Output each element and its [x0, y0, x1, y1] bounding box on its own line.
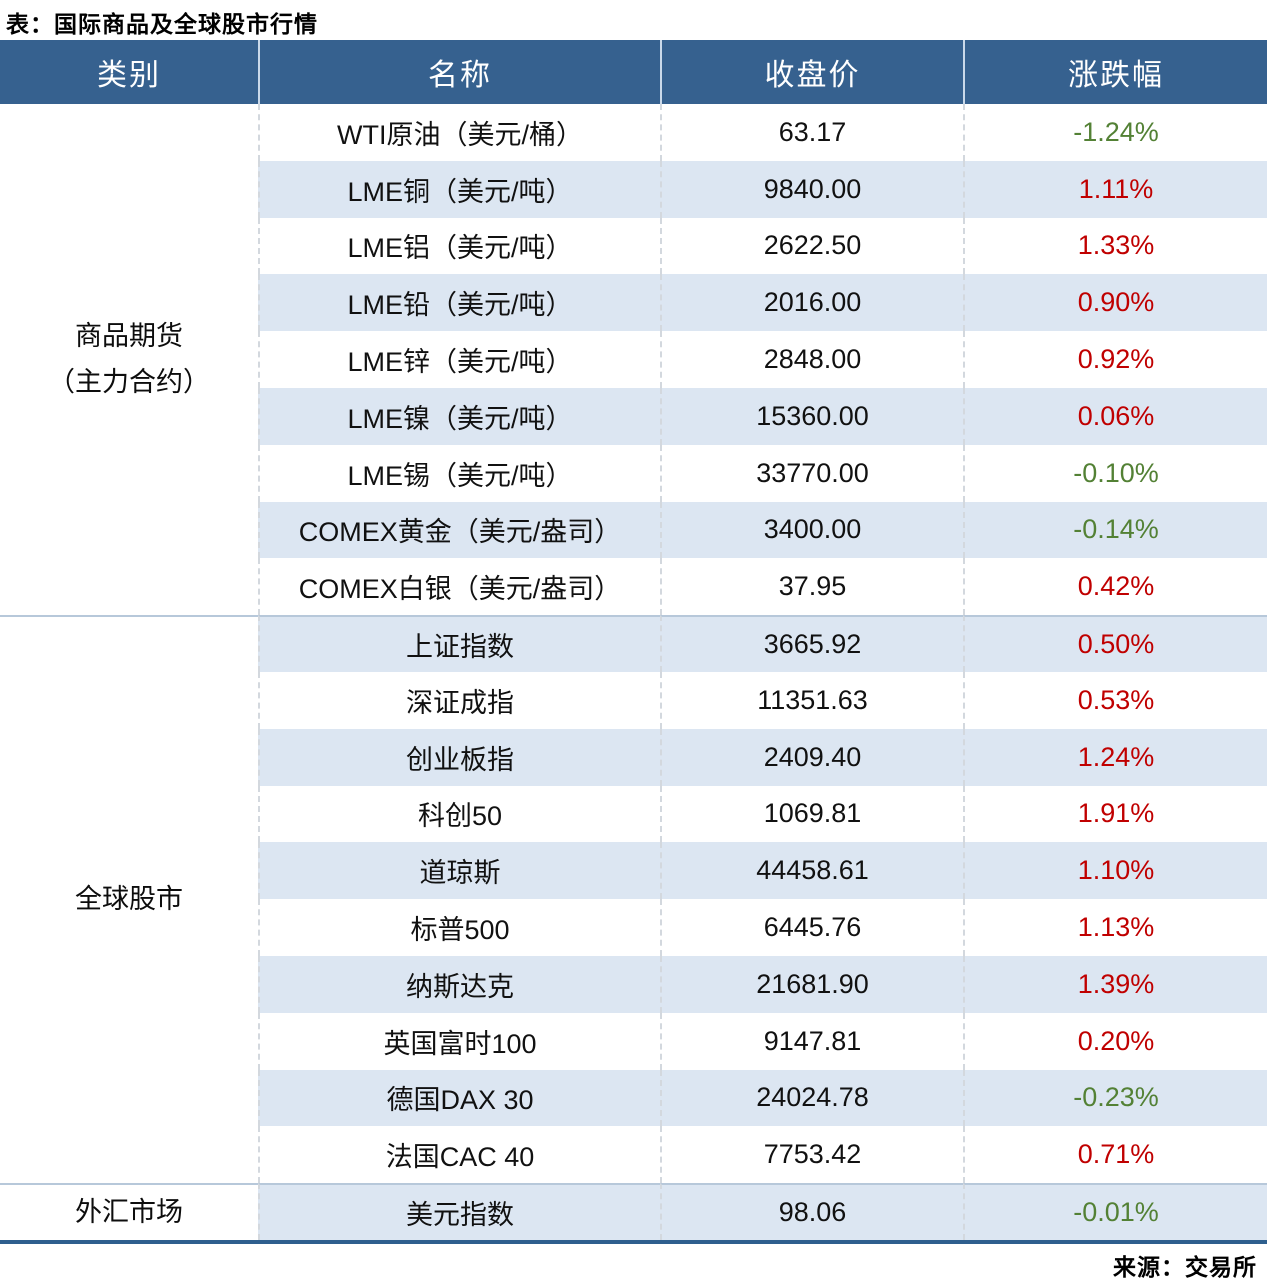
cell-name: LME锌（美元/吨）: [258, 331, 660, 388]
cell-change: 0.06%: [963, 387, 1267, 445]
cell-name: LME铅（美元/吨）: [258, 274, 660, 332]
cell-change: -0.23%: [963, 1069, 1267, 1127]
category-line: 外汇市场: [75, 1196, 183, 1227]
cell-name: 上证指数: [258, 615, 660, 672]
cell-name: COMEX白银（美元/盎司）: [258, 558, 660, 616]
cell-close: 21681.90: [660, 955, 963, 1013]
cell-close: 6445.76: [660, 899, 963, 956]
cell-name: WTI原油（美元/桶）: [258, 104, 660, 161]
cell-close: 44458.61: [660, 842, 963, 900]
cell-name: 英国富时100: [258, 1012, 660, 1070]
header-cell-category: 类别: [0, 40, 258, 104]
source-attribution: 来源：交易所: [1113, 1254, 1257, 1280]
cell-change: 0.53%: [963, 671, 1267, 729]
cell-change: 0.50%: [963, 615, 1267, 672]
category-cell-global-stocks: 全球股市: [0, 615, 258, 1184]
cell-change: -0.10%: [963, 444, 1267, 502]
cell-close: 9840.00: [660, 160, 963, 218]
cell-change: 1.33%: [963, 217, 1267, 275]
cell-change: 1.10%: [963, 842, 1267, 900]
cell-close: 15360.00: [660, 387, 963, 445]
cell-close: 3400.00: [660, 501, 963, 559]
cell-name: 德国DAX 30: [258, 1069, 660, 1127]
cell-change: 1.91%: [963, 785, 1267, 843]
category-cell-forex: 外汇市场: [0, 1183, 258, 1240]
cell-close: 63.17: [660, 104, 963, 161]
header-cell-name: 名称: [258, 40, 660, 104]
page-title: 表：国际商品及全球股市行情: [6, 11, 318, 37]
cell-name: LME铜（美元/吨）: [258, 160, 660, 218]
cell-close: 24024.78: [660, 1069, 963, 1127]
category-cell-commodities: 商品期货 （主力合约）: [0, 104, 258, 616]
cell-close: 37.95: [660, 558, 963, 616]
cell-change: 0.42%: [963, 558, 1267, 616]
cell-name: 美元指数: [258, 1183, 660, 1240]
category-line: （主力合约）: [48, 366, 210, 397]
category-line: 商品期货: [75, 320, 183, 351]
header-cell-change: 涨跌幅: [963, 40, 1267, 104]
cell-name: LME铝（美元/吨）: [258, 217, 660, 275]
cell-close: 2409.40: [660, 728, 963, 786]
cell-close: 2016.00: [660, 274, 963, 332]
cell-close: 3665.92: [660, 615, 963, 672]
cell-name: LME镍（美元/吨）: [258, 387, 660, 445]
cell-change: 1.13%: [963, 899, 1267, 956]
cell-change: 1.39%: [963, 955, 1267, 1013]
cell-name: LME锡（美元/吨）: [258, 444, 660, 502]
cell-name: 标普500: [258, 899, 660, 956]
cell-close: 9147.81: [660, 1012, 963, 1070]
cell-name: 创业板指: [258, 728, 660, 786]
cell-change: -0.14%: [963, 501, 1267, 559]
cell-name: 法国CAC 40: [258, 1126, 660, 1184]
cell-change: 1.24%: [963, 728, 1267, 786]
market-table: 类别 名称 收盘价 涨跌幅 商品期货 （主力合约） 全球股市 外汇市场 WTI原…: [0, 40, 1267, 1244]
cell-change: 0.90%: [963, 274, 1267, 332]
cell-change: 0.20%: [963, 1012, 1267, 1070]
cell-change: 0.92%: [963, 331, 1267, 388]
cell-close: 2848.00: [660, 331, 963, 388]
cell-name: 深证成指: [258, 671, 660, 729]
cell-close: 2622.50: [660, 217, 963, 275]
header-cell-close: 收盘价: [660, 40, 963, 104]
cell-change: -1.24%: [963, 104, 1267, 161]
cell-change: 0.71%: [963, 1126, 1267, 1184]
cell-close: 33770.00: [660, 444, 963, 502]
cell-close: 11351.63: [660, 671, 963, 729]
cell-close: 7753.42: [660, 1126, 963, 1184]
cell-name: 道琼斯: [258, 842, 660, 900]
cell-close: 98.06: [660, 1183, 963, 1240]
cell-name: 科创50: [258, 785, 660, 843]
cell-name: 纳斯达克: [258, 955, 660, 1013]
cell-close: 1069.81: [660, 785, 963, 843]
category-line: 全球股市: [75, 884, 183, 915]
cell-name: COMEX黄金（美元/盎司）: [258, 501, 660, 559]
cell-change: -0.01%: [963, 1183, 1267, 1240]
cell-change: 1.11%: [963, 160, 1267, 218]
